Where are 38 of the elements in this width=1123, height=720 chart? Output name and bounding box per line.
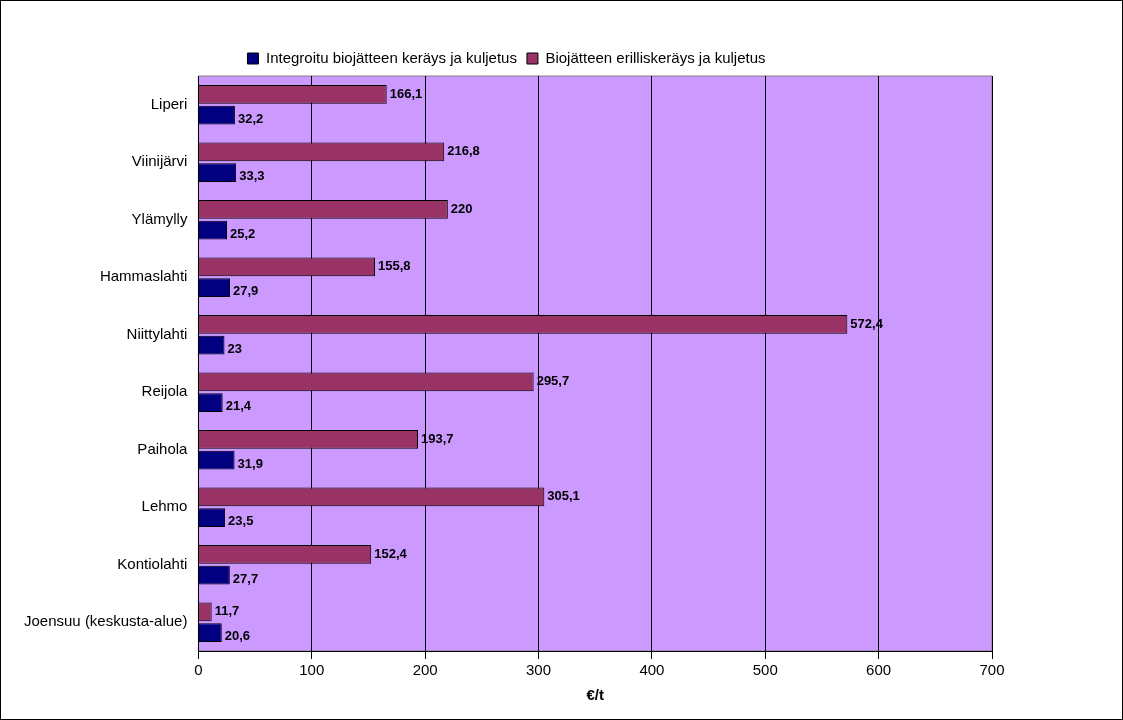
y-tick-label: Kontiolahti — [117, 554, 188, 572]
x-tick-label: 300 — [526, 661, 552, 679]
x-tick-label: 600 — [866, 661, 892, 679]
data-label: 20,6 — [224, 628, 251, 644]
data-label: 155,8 — [378, 258, 411, 274]
data-label: 166,1 — [389, 85, 423, 101]
x-tick-label: 700 — [979, 661, 1005, 679]
data-label: 23 — [227, 340, 242, 356]
y-tick-label: Reijola — [141, 382, 189, 400]
legend-label: Biojätteen erilliskeräys ja kuljetus — [545, 48, 766, 66]
data-label: 25,2 — [229, 225, 256, 241]
x-axis-title: €/t — [586, 686, 604, 704]
x-tick-label: 100 — [299, 661, 325, 679]
data-label: 152,4 — [374, 545, 408, 561]
data-label: 27,7 — [232, 570, 259, 586]
y-tick-label: Ylämylly — [131, 209, 188, 227]
legend-label: Integroitu biojätteen keräys ja kuljetus — [265, 48, 517, 66]
y-tick-label: Joensuu (keskusta-alue) — [24, 612, 188, 630]
y-tick-label: Lehmo — [141, 497, 188, 515]
data-label: 23,5 — [228, 513, 254, 529]
y-tick-label: Niittylahti — [126, 324, 188, 342]
data-label: 305,1 — [547, 488, 580, 504]
data-label: 32,2 — [237, 110, 264, 126]
data-label: 21,4 — [225, 398, 252, 414]
y-tick-label: Hammaslahti — [99, 267, 188, 285]
x-tick-label: 500 — [752, 661, 778, 679]
y-tick-label: Viinijärvi — [131, 152, 188, 170]
y-tick-label: Liperi — [150, 94, 188, 112]
data-label: 31,9 — [237, 455, 263, 471]
data-label: 216,8 — [447, 143, 480, 159]
data-label: 27,9 — [233, 283, 259, 299]
x-tick-label: 200 — [412, 661, 438, 679]
x-tick-label: 400 — [639, 661, 665, 679]
y-tick-label: Paihola — [137, 439, 189, 457]
data-label: 220 — [450, 200, 473, 216]
x-tick-label: 0 — [194, 661, 203, 679]
data-label: 33,3 — [239, 168, 265, 184]
data-label: 11,7 — [214, 603, 240, 619]
